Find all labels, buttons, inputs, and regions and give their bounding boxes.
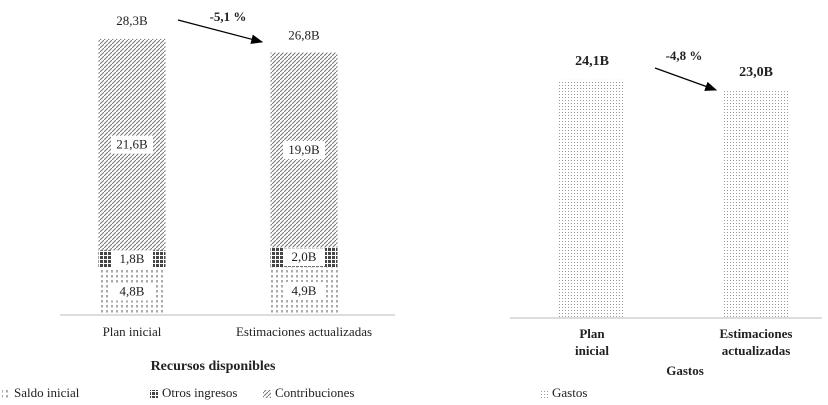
legend-swatch bbox=[263, 390, 271, 398]
arrow bbox=[177, 19, 264, 44]
value-label: 2,0B bbox=[292, 249, 317, 264]
value-label: 24,1B bbox=[575, 54, 609, 69]
value-label: 4,8B bbox=[120, 283, 145, 298]
chart-title: Recursos disponibles bbox=[151, 359, 276, 374]
annotation: -4,8 % bbox=[666, 48, 703, 63]
x-tick-label: Plan inicial bbox=[575, 326, 609, 358]
total-label: 28,3B bbox=[116, 13, 148, 28]
bar-segment bbox=[723, 90, 789, 318]
legend-label: Otros ingresos bbox=[162, 385, 237, 400]
legend-swatch bbox=[150, 390, 158, 398]
chart-title: Gastos bbox=[666, 363, 704, 378]
legend-label: Saldo inicial bbox=[14, 385, 80, 400]
legend-swatch bbox=[540, 390, 548, 398]
legend-swatch bbox=[2, 390, 10, 398]
arrow bbox=[654, 67, 718, 91]
label-box bbox=[283, 282, 325, 301]
label-box bbox=[283, 141, 325, 160]
label-box bbox=[283, 248, 325, 267]
value-label: 23,0B bbox=[739, 65, 773, 80]
label-box bbox=[111, 282, 153, 301]
x-tick-label: Plan inicial bbox=[103, 324, 162, 339]
value-label: 19,9B bbox=[288, 142, 320, 157]
x-tick-label: Estimaciones actualizadas bbox=[720, 326, 793, 358]
total-label: 26,8B bbox=[288, 28, 320, 43]
legend-label: Contribuciones bbox=[275, 385, 354, 400]
bar-segment bbox=[559, 79, 625, 318]
value-label: 1,8B bbox=[120, 251, 145, 266]
label-box bbox=[111, 135, 153, 154]
label-box bbox=[111, 250, 153, 269]
annotation: -5,1 % bbox=[210, 9, 247, 24]
value-label: 4,9B bbox=[292, 283, 317, 298]
legend-label: Gastos bbox=[552, 385, 587, 400]
value-label: 21,6B bbox=[116, 137, 148, 152]
x-tick-label: Estimaciones actualizadas bbox=[236, 324, 372, 339]
